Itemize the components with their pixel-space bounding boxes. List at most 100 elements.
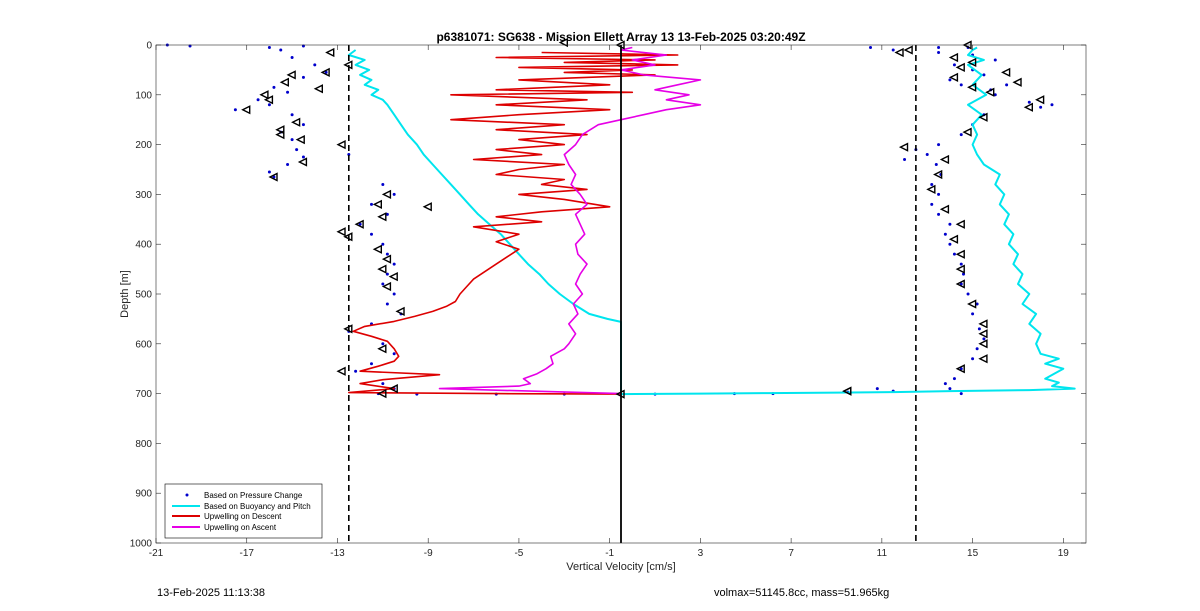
legend-entry-ascent: Upwelling on Ascent bbox=[172, 523, 277, 532]
y-tick-label-5: 500 bbox=[135, 290, 152, 301]
marker-57 bbox=[948, 234, 959, 244]
legend-label-ascent: Upwelling on Ascent bbox=[204, 523, 277, 532]
pressure-point-ascent-36 bbox=[982, 73, 986, 77]
pressure-point-ascent-3 bbox=[952, 377, 956, 381]
y-axis-label: Depth [m] bbox=[119, 270, 131, 318]
x-tick-label-0: -21 bbox=[149, 548, 164, 559]
x-tick-label-6: 3 bbox=[698, 548, 704, 559]
x-tick-label-10: 19 bbox=[1058, 548, 1070, 559]
marker-46 bbox=[985, 87, 995, 97]
series-2 bbox=[348, 51, 679, 395]
marker-58 bbox=[955, 249, 965, 259]
pressure-point-descent-40 bbox=[381, 342, 385, 346]
marker-61 bbox=[967, 299, 977, 309]
pressure-point-ascent-10 bbox=[975, 302, 979, 306]
marker-43 bbox=[948, 72, 959, 83]
marker-28 bbox=[395, 306, 405, 317]
marker-56 bbox=[955, 219, 965, 229]
pressure-point-descent-8 bbox=[301, 75, 305, 79]
pressure-point-descent-27 bbox=[385, 212, 389, 216]
pressure-point-ascent-7 bbox=[982, 337, 986, 341]
y-tick-label-1: 100 bbox=[135, 90, 152, 101]
pressure-point-ascent-49 bbox=[903, 158, 907, 162]
x-tick-label-5: -1 bbox=[605, 548, 614, 559]
legend-entry-descent: Upwelling on Descent bbox=[172, 512, 282, 521]
marker-65 bbox=[978, 354, 988, 364]
marker-54 bbox=[926, 184, 936, 195]
pressure-point-descent-12 bbox=[267, 103, 271, 107]
marker-13 bbox=[336, 139, 346, 150]
pressure-point-descent-4 bbox=[279, 48, 283, 52]
marker-38 bbox=[894, 47, 904, 58]
x-tick-label-9: 15 bbox=[967, 548, 979, 559]
pressure-point-ascent-0 bbox=[959, 392, 963, 396]
marker-27 bbox=[381, 281, 392, 292]
marker-68 bbox=[558, 37, 568, 48]
marker-26 bbox=[388, 271, 398, 282]
pressure-point-ascent-18 bbox=[948, 222, 952, 226]
marker-6 bbox=[259, 90, 269, 100]
pressure-point-descent-7 bbox=[324, 70, 328, 74]
pressure-point-descent-15 bbox=[301, 123, 305, 127]
marker-53 bbox=[933, 169, 943, 180]
marker-19 bbox=[377, 212, 387, 222]
marker-15 bbox=[268, 172, 278, 182]
pressure-point-descent-9 bbox=[272, 85, 276, 89]
y-tick-label-8: 800 bbox=[135, 439, 152, 450]
marker-63 bbox=[978, 329, 988, 339]
pressure-point-descent-33 bbox=[385, 272, 389, 276]
pressure-point-ascent-22 bbox=[930, 182, 934, 186]
pressure-point-ascent-4 bbox=[959, 367, 963, 371]
footer-timestamp: 13-Feb-2025 11:13:38 bbox=[157, 587, 266, 599]
pressure-point-ascent-35 bbox=[948, 78, 952, 82]
pressure-point-ascent-14 bbox=[959, 262, 963, 266]
pressure-point-descent-24 bbox=[381, 182, 385, 186]
y-tick-label-0: 0 bbox=[146, 41, 152, 52]
marker-41 bbox=[955, 62, 965, 73]
pressure-point-descent-43 bbox=[354, 369, 358, 373]
marker-67 bbox=[842, 386, 852, 396]
reference-lines bbox=[348, 45, 917, 543]
pressure-point-ascent-39 bbox=[993, 58, 997, 62]
pressure-point-descent-35 bbox=[392, 292, 396, 296]
marker-47 bbox=[1035, 95, 1045, 105]
pressure-point-ascent-31 bbox=[1027, 100, 1031, 104]
pressure-point-ascent-8 bbox=[977, 327, 981, 331]
pressure-point-descent-18 bbox=[295, 148, 299, 152]
pressure-point-ascent-32 bbox=[993, 93, 997, 97]
marker-59 bbox=[955, 264, 965, 274]
legend-label-descent: Upwelling on Descent bbox=[204, 512, 282, 521]
marker-40 bbox=[967, 57, 977, 68]
marker-55 bbox=[939, 204, 950, 214]
pressure-point-ascent-43 bbox=[891, 48, 895, 52]
pressure-point-ascent-38 bbox=[952, 63, 956, 67]
pressure-point-ascent-1 bbox=[948, 387, 952, 391]
marker-29 bbox=[343, 324, 353, 334]
pressure-point-ascent-26 bbox=[937, 143, 941, 147]
pressure-point-ascent-5 bbox=[971, 357, 975, 361]
pressure-point-descent-28 bbox=[358, 222, 362, 226]
marker-51 bbox=[898, 142, 909, 152]
marker-layer bbox=[241, 37, 1045, 399]
legend-swatch-pressure bbox=[185, 493, 189, 497]
marker-31 bbox=[336, 366, 346, 376]
marker-24 bbox=[381, 254, 392, 264]
pressure-point-ascent-46 bbox=[1005, 83, 1009, 87]
series-line-2 bbox=[348, 51, 679, 395]
legend: Based on Pressure Change Based on Buoyan… bbox=[164, 483, 323, 539]
marker-10 bbox=[275, 125, 285, 135]
pressure-point-ascent-30 bbox=[1039, 105, 1043, 109]
marker-4 bbox=[279, 77, 289, 87]
x-tick-label-7: 7 bbox=[788, 548, 794, 559]
x-tick-label-1: -17 bbox=[240, 548, 255, 559]
marker-17 bbox=[372, 199, 382, 210]
marker-62 bbox=[978, 319, 988, 329]
marker-20 bbox=[354, 219, 364, 229]
pressure-point-descent-34 bbox=[381, 282, 385, 286]
series-1 bbox=[347, 46, 1076, 396]
pressure-point-descent-29 bbox=[369, 232, 373, 236]
pressure-point-ascent-47 bbox=[1050, 103, 1054, 107]
pressure-point-ascent-16 bbox=[948, 242, 952, 246]
marker-48 bbox=[1023, 102, 1034, 112]
